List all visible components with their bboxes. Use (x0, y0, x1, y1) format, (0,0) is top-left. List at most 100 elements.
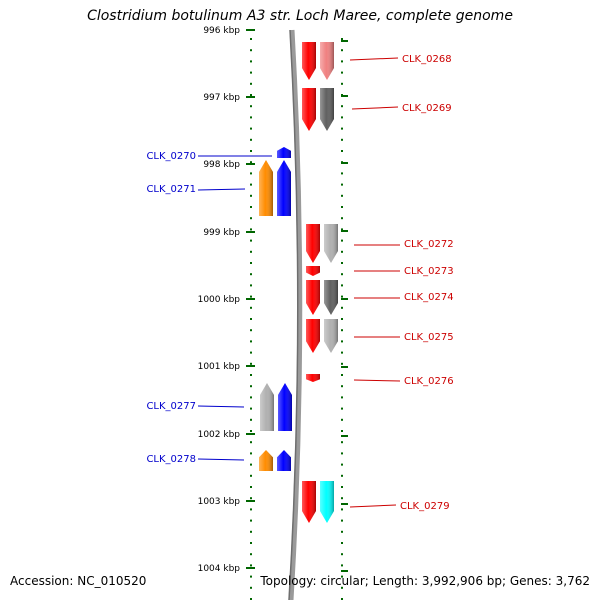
tick-dot (250, 441, 252, 444)
gene-arrow-clk-0279 (302, 481, 316, 523)
tick-dot (250, 362, 252, 365)
tick-dot (250, 396, 252, 399)
tick-dot (341, 598, 343, 600)
tick-dot (341, 385, 343, 388)
tick-dash (341, 298, 348, 300)
tick-dot (341, 575, 343, 578)
tick-dot (341, 396, 343, 399)
tick-dot (250, 273, 252, 276)
tick-dot (341, 519, 343, 522)
tick-dot (250, 60, 252, 63)
gene-arrow-clk-0277 (278, 383, 292, 431)
tick-dot (341, 362, 343, 365)
tick-dot (250, 116, 252, 119)
tick-dash (341, 435, 348, 437)
tick-dash (341, 95, 348, 97)
ruler-tick (246, 365, 255, 367)
gene-shading (320, 481, 334, 523)
tick-dot (341, 105, 343, 108)
tick-dot (250, 418, 252, 421)
tick-dot (250, 262, 252, 264)
gene-shading (302, 481, 316, 523)
gene-label: CLK_0275 (404, 332, 454, 343)
tick-dot (341, 172, 343, 175)
tick-dot (341, 82, 343, 85)
tick-dash (341, 366, 348, 368)
ruler-tick (246, 96, 255, 98)
tick-dot (341, 441, 343, 444)
tick-dot (341, 564, 343, 567)
tick-dot (341, 295, 343, 298)
tick-dot (341, 183, 343, 186)
tick-dot (250, 295, 252, 298)
tick-dot (250, 82, 252, 85)
tick-dot (341, 508, 343, 511)
gene-arrow-clk-0271 (259, 160, 273, 216)
ruler-label: 1004 kbp (198, 564, 241, 574)
genome-backbone (288, 29, 303, 600)
tick-dash (341, 503, 348, 505)
tick-dot (250, 575, 252, 578)
tick-dash (341, 162, 348, 164)
gene-label: CLK_0277 (146, 401, 196, 412)
position-ruler: 996 kbp 997 kbp 998 kbp 999 kbp 1000 kbp 1001… (198, 26, 255, 574)
gene-label: CLK_0278 (146, 454, 196, 465)
tick-dot (250, 161, 252, 164)
gene-arrow-clk-0268 (302, 42, 316, 80)
tick-dot (250, 71, 252, 74)
tick-dot (250, 206, 252, 208)
tick-dot (250, 239, 252, 242)
tick-dot (341, 351, 343, 354)
ruler-label: 999 kbp (203, 228, 240, 238)
tick-dot (341, 530, 343, 533)
tick-dot (250, 284, 252, 287)
gene-shading (306, 266, 320, 276)
tick-dot (341, 250, 343, 253)
tick-dot (250, 318, 252, 320)
tick-dot (341, 239, 343, 242)
tick-dot (341, 49, 343, 52)
gene-arrow-clk-0272 (324, 224, 338, 263)
label-connector (197, 405, 245, 408)
tick-dot (341, 463, 343, 466)
ruler-label: 1000 kbp (198, 295, 241, 305)
gene-arrow-clk-0269 (320, 88, 334, 131)
tick-dash (341, 230, 348, 232)
ruler-tick (246, 567, 255, 569)
gene-arrow-clk-0276 (306, 374, 320, 382)
tick-dot (250, 530, 252, 533)
tick-dot (341, 340, 343, 343)
gene-shading (320, 88, 334, 131)
tick-dot (250, 340, 252, 343)
tick-dot (341, 374, 343, 376)
ruler-tick (246, 29, 255, 31)
gene-arrow-clk-0278 (259, 450, 273, 471)
gene-shading (259, 450, 273, 471)
label-connector (353, 379, 401, 382)
tick-dot (250, 49, 252, 52)
gene-shading (277, 160, 291, 216)
ruler-tick (246, 500, 255, 502)
tick-dot (341, 474, 343, 477)
ruler-tick (246, 163, 255, 165)
gene-shading (324, 319, 338, 353)
tick-dot (250, 586, 252, 589)
tick-dot (250, 306, 252, 309)
gene-arrow-clk-0268 (320, 42, 334, 80)
tick-dot (341, 38, 343, 40)
gene-labels: CLK_0268 CLK_0269 CLK_0270 CLK_0271 CLK_0272… (146, 54, 453, 512)
tick-dot (341, 138, 343, 141)
gene-label: CLK_0274 (404, 292, 454, 303)
genome-title: Clostridium botulinum A3 str. Loch Maree… (87, 8, 513, 24)
ruler-label: 1001 kbp (198, 362, 241, 372)
gene-label: CLK_0273 (404, 266, 454, 277)
gene-arrow-clk-0274 (306, 280, 320, 315)
gene-arrow-clk-0275 (324, 319, 338, 353)
tick-dot (250, 474, 252, 477)
gene-label: CLK_0269 (402, 103, 452, 114)
tick-dot (341, 217, 343, 220)
gene-arrow-clk-0273 (306, 266, 320, 276)
tick-dot (341, 542, 343, 544)
gene-shading (259, 160, 273, 216)
